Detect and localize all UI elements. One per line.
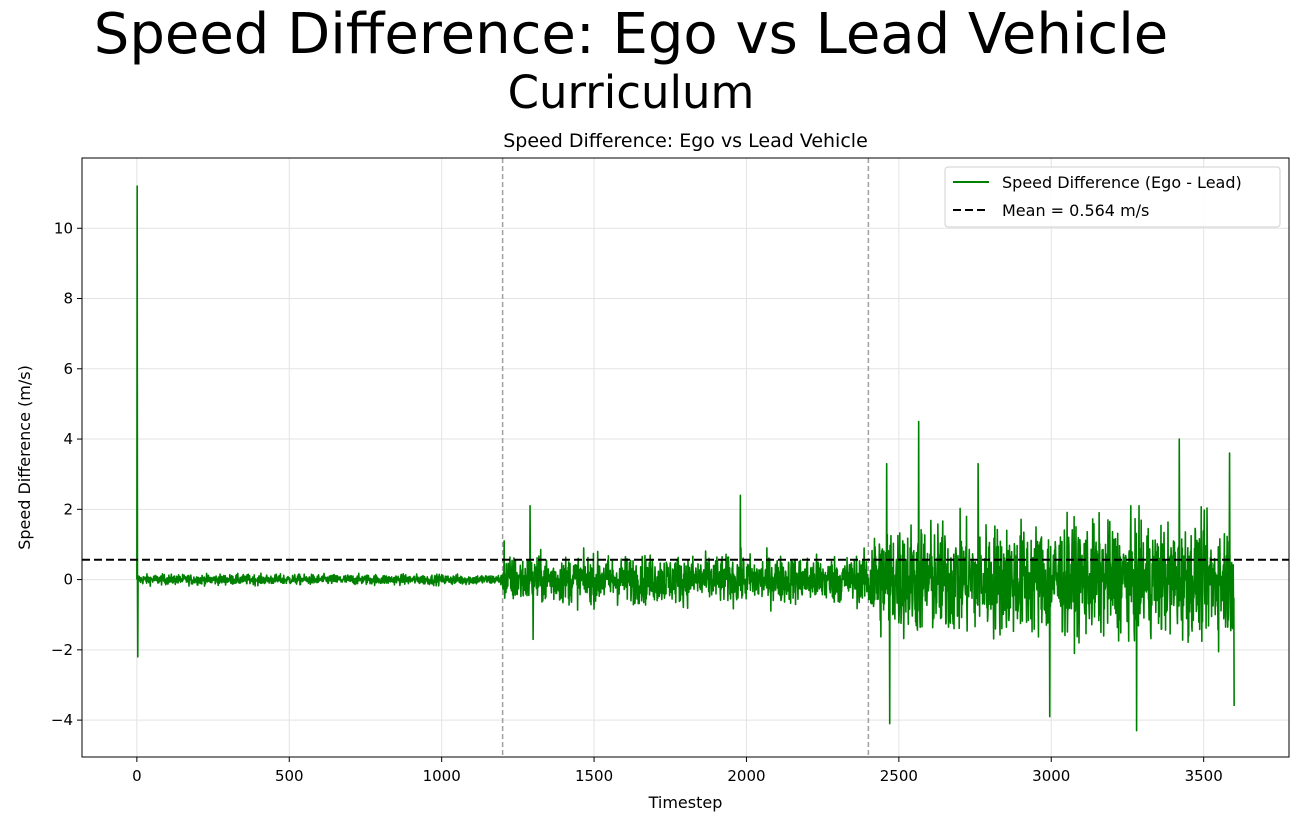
y-axis-ticks: −4 −2 0 2 4 6 8 10 <box>51 219 82 729</box>
figure-suptitle: Speed Difference: Ego vs Lead Vehicle <box>93 2 1169 67</box>
y-tick-label: 8 <box>63 290 73 308</box>
legend-label-mean: Mean = 0.564 m/s <box>1002 201 1149 220</box>
legend-label-series: Speed Difference (Ego - Lead) <box>1002 173 1242 192</box>
x-axis-label: Timestep <box>648 793 723 812</box>
x-tick-label: 3000 <box>1032 767 1070 785</box>
legend: Speed Difference (Ego - Lead) Mean = 0.56… <box>944 166 1281 228</box>
speed-difference-series-line <box>136 185 1235 732</box>
y-tick-label: −4 <box>51 711 73 729</box>
x-tick-label: 2000 <box>727 767 765 785</box>
y-tick-label: 6 <box>63 360 73 378</box>
grid-lines <box>82 158 1289 757</box>
series-layer <box>136 185 1235 732</box>
y-axis-label: Speed Difference (m/s) <box>15 365 34 550</box>
x-tick-label: 3500 <box>1185 767 1223 785</box>
x-axis-ticks: 0 500 1000 1500 2000 2500 3000 3500 <box>132 757 1223 785</box>
x-tick-label: 0 <box>132 767 142 785</box>
x-tick-label: 2500 <box>880 767 918 785</box>
y-tick-label: 2 <box>63 500 73 518</box>
x-tick-label: 1000 <box>423 767 461 785</box>
figure-subtitle: Curriculum <box>507 66 755 119</box>
x-tick-label: 1500 <box>575 767 613 785</box>
phase-boundary-lines <box>501 158 870 757</box>
y-tick-label: 10 <box>54 219 73 237</box>
y-tick-label: 0 <box>63 571 73 589</box>
y-tick-label: −2 <box>51 641 73 659</box>
legend-box <box>944 166 1281 228</box>
y-tick-label: 4 <box>63 430 73 448</box>
axes-title: Speed Difference: Ego vs Lead Vehicle <box>503 130 868 152</box>
x-tick-label: 500 <box>275 767 304 785</box>
axes-frame <box>81 157 1290 758</box>
